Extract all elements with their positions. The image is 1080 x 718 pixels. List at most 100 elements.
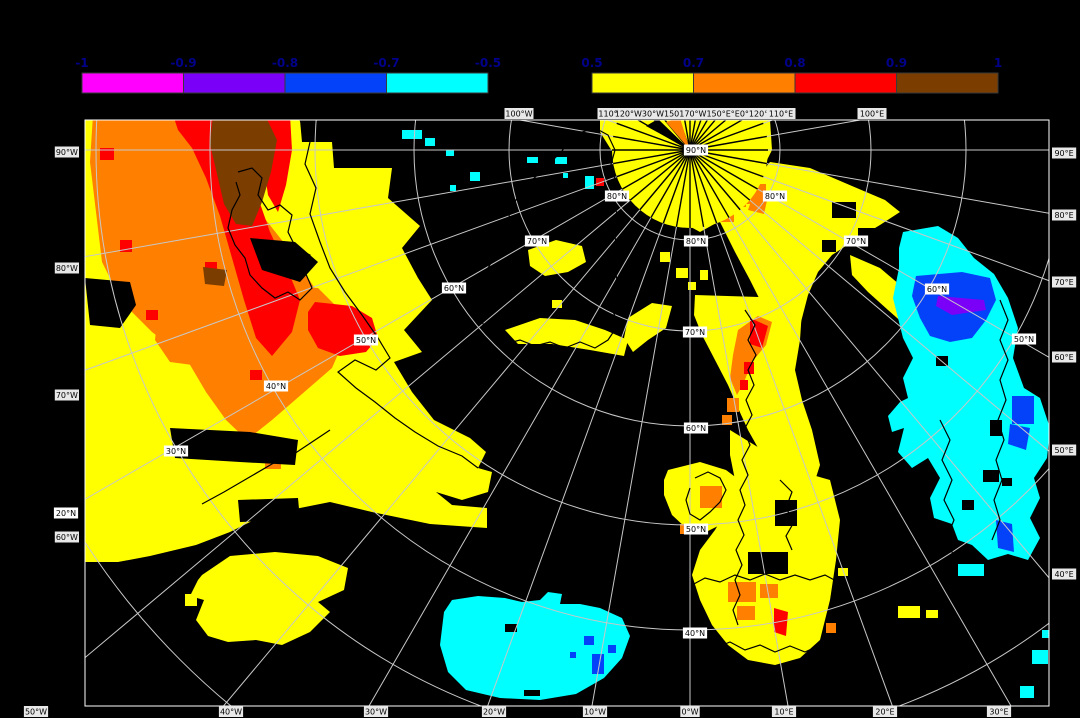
meridian-line	[85, 149, 691, 659]
polar-fan-spoke	[675, 149, 691, 227]
region-black	[250, 238, 318, 282]
edge-label-bottom: 40°W	[218, 706, 244, 717]
region-yellow	[624, 303, 672, 352]
edge-label-right: 60°E	[1052, 351, 1077, 363]
region-cyan	[527, 157, 538, 163]
edge-label-right-text: 70°E	[1054, 278, 1073, 287]
coastline	[732, 309, 757, 626]
polar-fan-spoke	[616, 149, 691, 178]
edge-label-bottom-text: 20°E	[875, 708, 894, 717]
region-blue	[1012, 396, 1034, 424]
edge-label-bottom-text: 30°E	[989, 708, 1008, 717]
polar-fan-spoke	[639, 149, 691, 211]
region-red	[250, 370, 262, 380]
region-yellow	[552, 300, 562, 308]
edge-label-top: 110°E	[766, 108, 796, 119]
latitude-label-box	[263, 380, 289, 392]
edge-label-top: 110°W	[597, 108, 627, 119]
edge-label-left: 60°W	[54, 531, 79, 543]
edge-label-top-text: 110°E	[769, 110, 793, 119]
coastline	[991, 299, 1009, 541]
region-orange	[727, 398, 739, 412]
colorbar-tick: 0.5	[581, 56, 602, 70]
polar-fan	[612, 120, 768, 228]
region-brown	[210, 120, 277, 226]
latitude-label: 80°N	[683, 235, 709, 247]
latitude-label: 40°N	[682, 627, 708, 639]
edge-label-bottom-box	[481, 706, 507, 717]
coastline	[699, 639, 821, 653]
region-cyan	[1042, 630, 1049, 638]
latitude-label-text: 30°N	[166, 447, 186, 456]
edge-label-right-box	[1052, 444, 1077, 456]
polar-fan-spoke	[629, 149, 691, 201]
region-blue	[584, 636, 594, 645]
region-violet	[936, 296, 986, 315]
coastlines	[201, 120, 1009, 653]
region-yellow	[676, 268, 688, 278]
latitude-label: 50°N	[1011, 333, 1037, 345]
latitude-label-text: 70°N	[527, 237, 547, 246]
region-yellow	[692, 430, 840, 665]
region-red	[596, 178, 604, 186]
latitude-label: 80°N	[604, 190, 630, 202]
region-black	[962, 500, 974, 510]
edge-label-right-box	[1052, 568, 1077, 580]
region-red	[146, 310, 158, 320]
latitude-label: 60°N	[683, 422, 709, 434]
region-black	[690, 425, 730, 462]
region-black	[822, 240, 836, 252]
latitude-label-box	[604, 190, 630, 202]
polar-fan-spoke	[689, 120, 727, 151]
polar-fan-spoke	[689, 149, 751, 201]
region-cyan	[470, 172, 480, 181]
latitude-label: 60°N	[441, 282, 467, 294]
edge-label-left: 80°W	[54, 262, 79, 274]
polar-fan-spoke	[689, 120, 744, 151]
edge-label-left: 90°W	[54, 146, 79, 158]
edge-label-top-box	[766, 108, 796, 119]
edge-label-bottom-box	[582, 706, 608, 717]
edge-label-left-box	[54, 146, 79, 158]
edge-label-top-box	[504, 108, 534, 119]
region-blue	[996, 520, 1014, 552]
edge-label-left-text: 90°W	[56, 148, 78, 157]
colorbar-tick: 1	[994, 56, 1002, 70]
meridian-line	[689, 149, 789, 706]
region-yellow	[838, 568, 848, 576]
latitude-label-text: 90°N	[686, 146, 706, 155]
polar-fan-spoke	[622, 149, 691, 190]
region-cyan	[440, 592, 630, 700]
region-orange	[155, 310, 226, 366]
latitude-label-box	[353, 334, 379, 346]
latitude-label-text: 60°N	[444, 284, 464, 293]
region-brown	[203, 267, 227, 286]
region-red	[174, 120, 300, 356]
edge-label-bottom-box	[363, 706, 389, 717]
map-labels: 90°N 80°N 70°N 60°N 50°N 40°N 80°N 70°N 60°N 50°N…	[23, 108, 1077, 717]
edge-label-bottom: 10°E	[771, 706, 797, 717]
meridian-line	[689, 149, 1049, 452]
region-black	[524, 690, 540, 696]
colorbar-segment-violet	[183, 72, 286, 94]
coastline	[299, 120, 479, 469]
colorbar-negative-correlation: -1 -0.9 -0.8 -0.7 -0.5	[75, 56, 501, 94]
latitude-label-box	[683, 523, 709, 535]
meridian-line	[85, 149, 691, 371]
latitude-label-text: 80°N	[686, 237, 706, 246]
colorbar-tick: 0.7	[683, 56, 704, 70]
edge-label-top: 120°W30°W150170°W150°E°E0°120°E	[615, 108, 773, 119]
colorbar-tick: 0.9	[886, 56, 907, 70]
latitude-label: 50°N	[683, 523, 709, 535]
region-yellow	[185, 594, 197, 606]
edge-label-bottom-box	[872, 706, 898, 717]
polar-fan-spoke	[616, 122, 691, 151]
colorbar-tick: 0.8	[784, 56, 805, 70]
latitude-label-text: 70°N	[685, 328, 705, 337]
region-yellow	[688, 282, 696, 290]
region-blue	[592, 654, 604, 674]
edge-label-bottom: 20°E	[872, 706, 898, 717]
latitude-label-text: 20°N	[56, 509, 76, 518]
